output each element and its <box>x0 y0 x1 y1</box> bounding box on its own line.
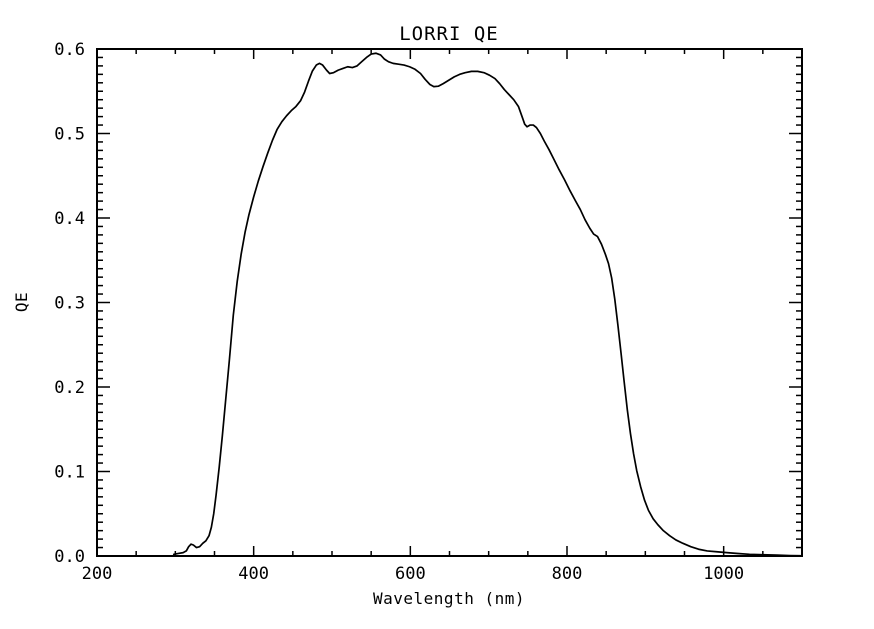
x-tick-label: 200 <box>82 564 113 584</box>
y-tick-label: 0.3 <box>54 294 85 314</box>
x-axis-label: Wavelength (nm) <box>373 589 525 608</box>
axis-tick-labels: 200 400 600 800 1000 0.0 0.1 0.2 0.3 0.4 0.5 0.6 <box>54 40 744 584</box>
y-tick-label: 0.5 <box>54 125 85 145</box>
x-tick-label: 800 <box>552 564 583 584</box>
y-tick-label: 0.1 <box>54 463 85 483</box>
x-tick-label: 1000 <box>703 564 744 584</box>
y-tick-label: 0.2 <box>54 378 85 398</box>
y-tick-label: 0.4 <box>54 209 85 229</box>
axis-ticks <box>96 48 802 557</box>
qe-curve <box>172 52 802 557</box>
chart-title: LORRI QE <box>399 23 499 45</box>
plot-box <box>96 48 803 557</box>
x-tick-label: 600 <box>395 564 426 584</box>
x-tick-label: 400 <box>238 564 269 584</box>
y-tick-label: 0.6 <box>54 40 85 60</box>
y-axis-label: QE <box>12 292 31 312</box>
y-tick-label: 0.0 <box>54 547 85 567</box>
